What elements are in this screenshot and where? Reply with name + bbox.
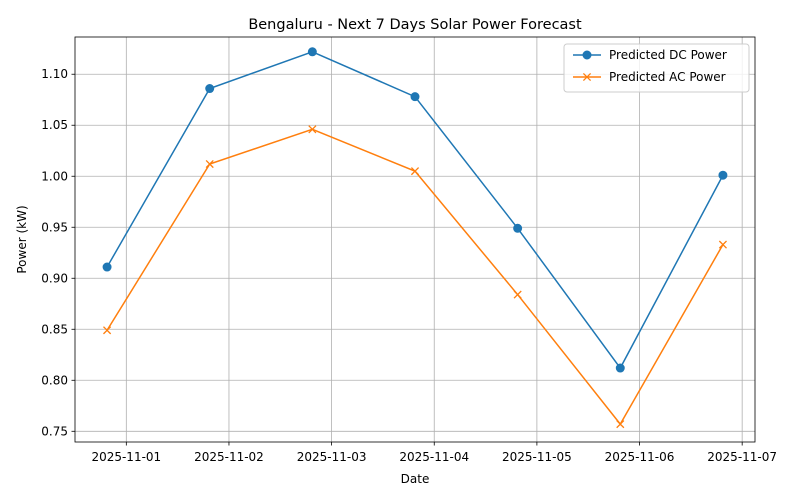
data-point-marker (616, 420, 625, 429)
y-tick-label: 0.80 (41, 373, 68, 387)
y-axis-label: Power (kW) (15, 205, 29, 273)
legend-box (563, 43, 750, 93)
y-tick-label: 0.90 (41, 271, 68, 285)
x-tick-label: 2025-11-04 (399, 450, 469, 464)
chart-title: Bengaluru - Next 7 Days Solar Power Fore… (248, 17, 582, 33)
x-axis: 2025-11-01 2025-11-02 2025-11-03 2025-11-04… (91, 442, 777, 464)
y-tick-label: 0.75 (41, 424, 68, 438)
y-tick-label: 1.05 (41, 118, 68, 132)
series (102, 47, 728, 429)
legend-label: Predicted DC Power (609, 48, 727, 62)
data-point-marker (205, 84, 215, 94)
data-point-marker (718, 170, 728, 180)
data-point-marker (718, 240, 727, 249)
data-point-marker (307, 47, 317, 57)
y-tick-label: 1.00 (41, 169, 68, 183)
y-axis: 0.75 0.80 0.85 0.90 0.95 1.00 1.05 1.10 (41, 67, 75, 438)
data-point-marker (410, 167, 420, 176)
data-point-marker (103, 326, 112, 335)
series-ac-power (103, 125, 727, 429)
x-tick-label: 2025-11-05 (502, 450, 572, 464)
data-point-marker (582, 72, 592, 82)
data-point-marker (205, 159, 214, 169)
x-tick-label: 2025-11-01 (91, 450, 161, 464)
plot-frame (74, 36, 756, 443)
data-point-marker (582, 50, 592, 60)
x-tick-label: 2025-11-07 (707, 450, 777, 464)
data-point-marker (102, 262, 112, 272)
data-point-marker (615, 363, 625, 373)
series-dc-power (102, 47, 728, 373)
data-point-marker (513, 290, 522, 299)
x-tick-label: 2025-11-02 (194, 450, 264, 464)
data-point-marker (308, 125, 317, 134)
x-tick-label: 2025-11-06 (605, 450, 675, 464)
legend-label: Predicted AC Power (609, 70, 726, 84)
y-tick-label: 1.10 (41, 67, 68, 81)
data-point-marker (410, 92, 420, 102)
x-tick-label: 2025-11-03 (297, 450, 367, 464)
data-point-marker (513, 223, 523, 233)
y-tick-label: 0.85 (41, 322, 68, 336)
x-axis-label: Date (401, 472, 430, 486)
legend: Predicted DC Power Predicted AC Power (563, 43, 750, 93)
y-tick-label: 0.95 (41, 220, 68, 234)
